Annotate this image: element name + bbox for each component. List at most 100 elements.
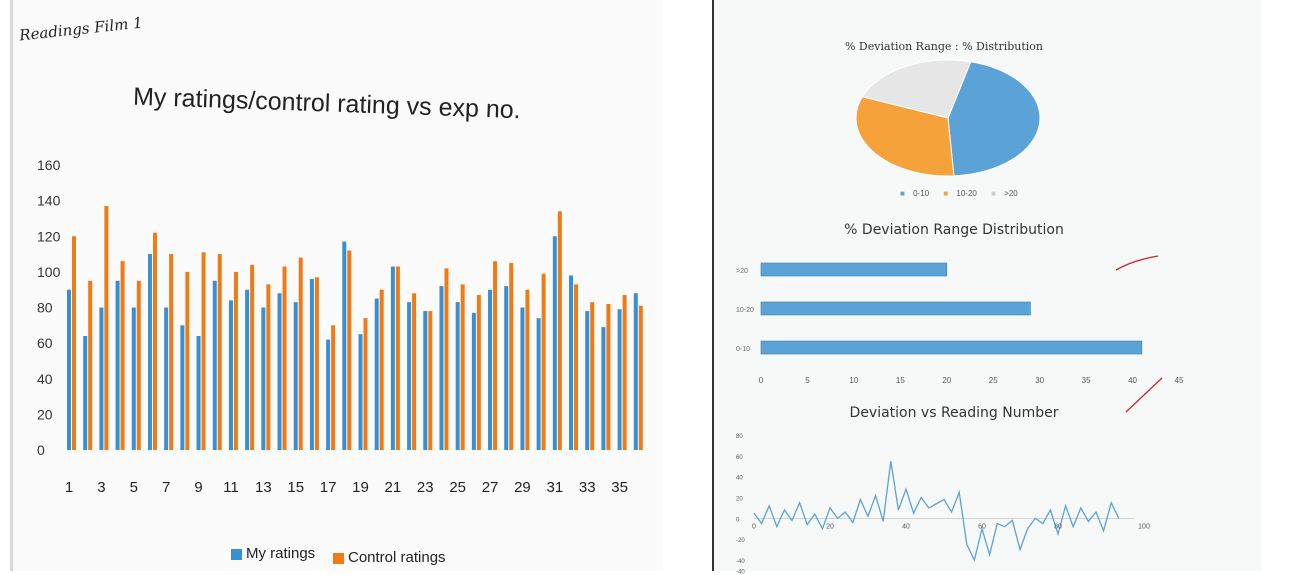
- bar-my-rating: [99, 307, 104, 450]
- pie-slice-0-10: [947, 61, 1041, 177]
- bar-my-rating: [488, 289, 493, 450]
- bar-control-rating: [444, 268, 449, 450]
- bar-control-rating: [314, 277, 319, 450]
- hbar-x-tick-label: 10: [849, 376, 858, 385]
- bar-control-rating: [590, 302, 595, 450]
- bar-my-rating: [504, 286, 509, 450]
- pie-legend-0-10: ■ 0-10: [900, 189, 930, 198]
- pie-legend-label-0-10: 0-10: [913, 189, 930, 198]
- x-tick-label: 11: [223, 479, 239, 496]
- bar-control-rating: [557, 211, 562, 450]
- hbar-x-tick-label: 25: [989, 376, 998, 385]
- bar-control-rating: [622, 295, 627, 450]
- bar-my-rating: [585, 311, 590, 450]
- bar-my-rating: [277, 293, 282, 450]
- line-y-tick-label: -40: [736, 559, 745, 565]
- hbar-x-tick-label: 15: [896, 376, 905, 385]
- bar-my-rating: [601, 327, 606, 450]
- bar-control-rating: [72, 236, 76, 450]
- bar-control-rating: [460, 284, 465, 450]
- bar-my-rating: [633, 293, 638, 450]
- bar-my-rating: [261, 307, 266, 450]
- x-tick-label: 19: [352, 479, 369, 496]
- bar-control-rating: [136, 280, 141, 450]
- line-y-tick-label: 40: [736, 476, 743, 482]
- bar-control-rating: [509, 262, 514, 450]
- bar-control-rating: [282, 266, 287, 450]
- right-page: % Deviation Range : % Distribution ■ 0-1…: [712, 0, 1262, 575]
- bar-my-rating: [455, 302, 460, 450]
- line-x-tick-label: 0: [752, 523, 756, 530]
- hbar-bar: [760, 340, 1143, 355]
- bar-control-rating: [266, 284, 271, 450]
- hbar-x-tick-label: 5: [805, 376, 810, 385]
- bar-control-rating: [541, 273, 546, 450]
- bar-control-rating: [493, 261, 498, 450]
- legend-label-my-ratings: My ratings: [246, 545, 316, 562]
- line-y-tick-label: 0: [736, 517, 740, 523]
- x-tick-label: 25: [449, 479, 466, 496]
- bar-control-rating: [120, 261, 125, 450]
- bar-control-rating: [379, 289, 384, 450]
- bar-my-rating: [471, 312, 476, 450]
- legend-label-control-ratings: Control ratings: [348, 549, 446, 566]
- bar-my-rating: [212, 280, 217, 450]
- pie-legend-gt20: ■ >20: [991, 189, 1018, 198]
- bar-control-rating: [606, 303, 611, 450]
- bar-my-rating: [147, 254, 152, 450]
- x-tick-label: 9: [194, 479, 202, 496]
- legend-swatch-my-ratings: [231, 548, 242, 560]
- bar-control-rating: [104, 205, 109, 450]
- pie-legend-label-gt20: >20: [1004, 189, 1018, 198]
- hbar-chart-title: % Deviation Range Distribution: [844, 222, 1064, 238]
- line-y-tick-label: -20: [736, 538, 745, 544]
- line-x-tick-label: 100: [1138, 523, 1150, 530]
- pie-slice-gt20: [861, 59, 972, 119]
- x-tick-label: 27: [482, 479, 499, 496]
- hbar-x-tick-label: 40: [1128, 376, 1137, 385]
- bar-my-rating: [164, 307, 169, 450]
- left-page: Readings Film 1 My ratings/control ratin…: [10, 0, 663, 571]
- bar-control-rating: [347, 250, 352, 450]
- bar-control-rating: [217, 254, 222, 450]
- y-tick-label: 40: [37, 371, 53, 387]
- legend-my-ratings: My ratings: [231, 545, 315, 562]
- line-x-tick-label: 20: [826, 523, 834, 530]
- y-tick-label: 100: [37, 264, 61, 280]
- bar-control-rating: [428, 311, 433, 450]
- pie-slice-10-20: [855, 96, 955, 177]
- bar-my-rating: [439, 286, 444, 450]
- bar-control-rating: [363, 318, 368, 450]
- x-tick-label: 7: [162, 479, 170, 496]
- x-tick-label: 17: [320, 479, 337, 496]
- bar-my-rating: [617, 309, 622, 450]
- line-y-tick-label: 20: [736, 497, 743, 503]
- hbar-category-label: 10-20: [736, 307, 754, 314]
- bar-my-rating: [552, 236, 557, 450]
- bar-my-rating: [407, 302, 412, 450]
- bar-my-rating: [358, 334, 363, 450]
- bar-control-rating: [298, 257, 303, 450]
- hbar-x-tick-label: 30: [1035, 376, 1044, 385]
- x-tick-label: 15: [287, 479, 304, 496]
- deviation-range-bar-chart: >20 10-20 0-10 0 5 10 15 20 25 30 35 40 45: [736, 262, 1184, 385]
- legend-control-ratings: Control ratings: [333, 549, 446, 566]
- bar-control-rating: [233, 271, 238, 450]
- bar-control-rating: [169, 254, 174, 450]
- hbar-bar: [760, 301, 1031, 316]
- hbar-category-label: 0-10: [736, 346, 750, 353]
- bar-my-rating: [520, 307, 525, 450]
- x-tick-label: 31: [546, 479, 563, 496]
- hbar-x-tick-label: 0: [759, 376, 764, 385]
- line-y-tick-label: -40: [736, 569, 745, 575]
- bar-control-rating: [476, 295, 481, 450]
- bar-control-rating: [525, 289, 530, 450]
- y-tick-label: 140: [37, 193, 61, 209]
- hbar-bar: [760, 262, 948, 277]
- bar-my-rating: [131, 307, 136, 450]
- bar-control-rating: [412, 293, 417, 450]
- deviation-pie-chart: [855, 59, 1041, 177]
- bar-my-rating: [67, 289, 71, 450]
- bar-my-rating: [115, 280, 120, 450]
- bar-my-rating: [390, 266, 395, 450]
